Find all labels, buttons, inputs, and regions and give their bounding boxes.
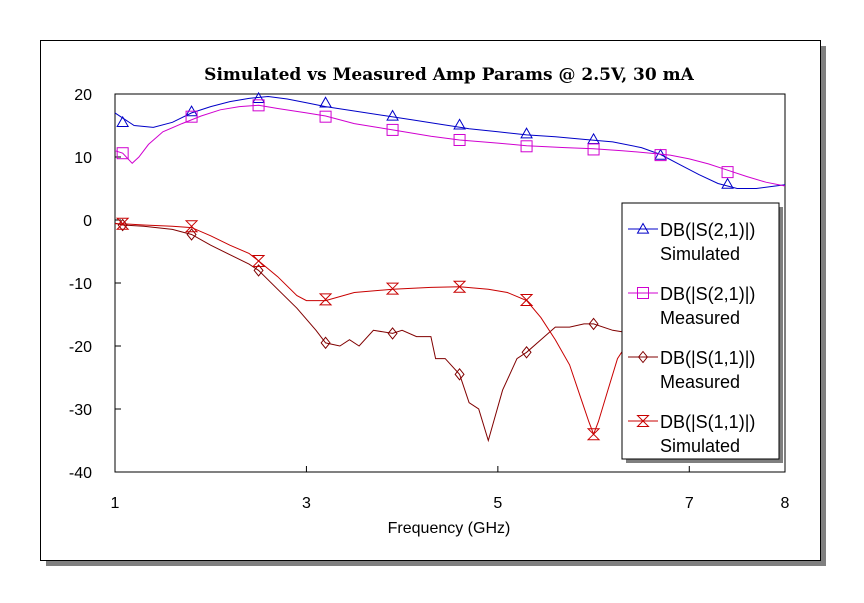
data-point bbox=[587, 132, 600, 144]
data-point bbox=[588, 317, 599, 331]
legend-label: Measured bbox=[660, 372, 740, 392]
legend-marker bbox=[636, 222, 650, 234]
data-point bbox=[116, 147, 129, 160]
data-point bbox=[453, 133, 466, 146]
data-point bbox=[519, 294, 534, 307]
series-db-s-1-1-simulated bbox=[115, 217, 633, 441]
data-point bbox=[252, 91, 265, 104]
legend-label: Simulated bbox=[660, 244, 740, 264]
legend-entry-db-s-2-1-measured: DB(|S(2,1)|) Measured bbox=[628, 284, 755, 328]
plot-area bbox=[114, 91, 786, 473]
data-point bbox=[115, 217, 130, 230]
data-point bbox=[452, 280, 467, 293]
y-tick-label: 0 bbox=[83, 213, 92, 230]
data-point bbox=[586, 428, 601, 441]
data-point bbox=[186, 228, 197, 241]
data-point bbox=[185, 110, 198, 123]
y-tick-label: 10 bbox=[74, 150, 92, 167]
data-point bbox=[721, 166, 734, 179]
x-tick-label: 5 bbox=[493, 495, 502, 512]
legend-entry-db-s-1-1-simulated: DB(|S(1,1)|) Simulated bbox=[628, 412, 755, 456]
legend-label: DB(|S(2,1)|) bbox=[660, 220, 755, 240]
x-tick-label: 1 bbox=[111, 495, 120, 512]
data-point bbox=[587, 143, 600, 156]
legend: DB(|S(2,1)|) Simulated DB(|S(2,1)|) Measure… bbox=[621, 202, 783, 463]
data-point bbox=[654, 149, 667, 162]
x-tick-label: 8 bbox=[781, 495, 790, 512]
series-line bbox=[114, 95, 786, 189]
series-db-s-1-1-measured bbox=[114, 218, 632, 443]
data-point bbox=[117, 218, 128, 232]
series-line bbox=[114, 104, 786, 187]
x-tick-label: 3 bbox=[302, 495, 311, 512]
legend-label: DB(|S(2,1)|) bbox=[660, 284, 755, 304]
data-point bbox=[454, 368, 465, 381]
data-point bbox=[184, 220, 199, 233]
data-point bbox=[319, 96, 332, 108]
series-db-s-2-1-simulated bbox=[114, 91, 786, 189]
series-db-s-2-1-measured bbox=[114, 99, 786, 187]
legend-label: DB(|S(1,1)|) bbox=[660, 412, 755, 432]
data-point bbox=[520, 140, 533, 153]
data-point bbox=[116, 115, 130, 127]
legend-marker bbox=[637, 287, 649, 299]
data-point bbox=[386, 123, 399, 136]
y-tick-label: -10 bbox=[69, 276, 92, 293]
legend-label: Measured bbox=[660, 308, 740, 328]
legend-entry-db-s-2-1-simulated: DB(|S(2,1)|) Simulated bbox=[628, 220, 755, 264]
data-point bbox=[253, 264, 264, 277]
data-point bbox=[453, 118, 466, 130]
x-tick-label: 7 bbox=[685, 495, 694, 512]
data-point bbox=[318, 293, 333, 306]
legend-label: DB(|S(1,1)|) bbox=[660, 348, 755, 368]
y-tick-label: 20 bbox=[74, 87, 92, 104]
y-tick-label: -30 bbox=[69, 402, 92, 419]
data-point bbox=[251, 254, 266, 267]
data-point bbox=[520, 127, 533, 139]
data-point bbox=[319, 110, 332, 123]
y-tick-label: -20 bbox=[69, 339, 92, 356]
legend-marker bbox=[636, 415, 650, 427]
data-point bbox=[386, 109, 399, 121]
x-axis-label: Frequency (GHz) bbox=[388, 520, 511, 537]
legend-marker bbox=[637, 350, 649, 364]
data-point bbox=[387, 327, 398, 340]
series-line bbox=[114, 222, 632, 443]
y-tick-label: -40 bbox=[69, 465, 92, 482]
legend-label: Simulated bbox=[660, 436, 740, 456]
data-point bbox=[721, 177, 734, 189]
legend-entry-db-s-1-1-measured: DB(|S(1,1)|) Measured bbox=[628, 348, 755, 392]
chart-title: Simulated vs Measured Amp Params @ 2.5V,… bbox=[204, 65, 694, 85]
data-point bbox=[252, 99, 265, 112]
data-point bbox=[385, 282, 400, 295]
series-line bbox=[115, 223, 633, 436]
data-point bbox=[320, 336, 331, 350]
data-point bbox=[521, 345, 532, 359]
